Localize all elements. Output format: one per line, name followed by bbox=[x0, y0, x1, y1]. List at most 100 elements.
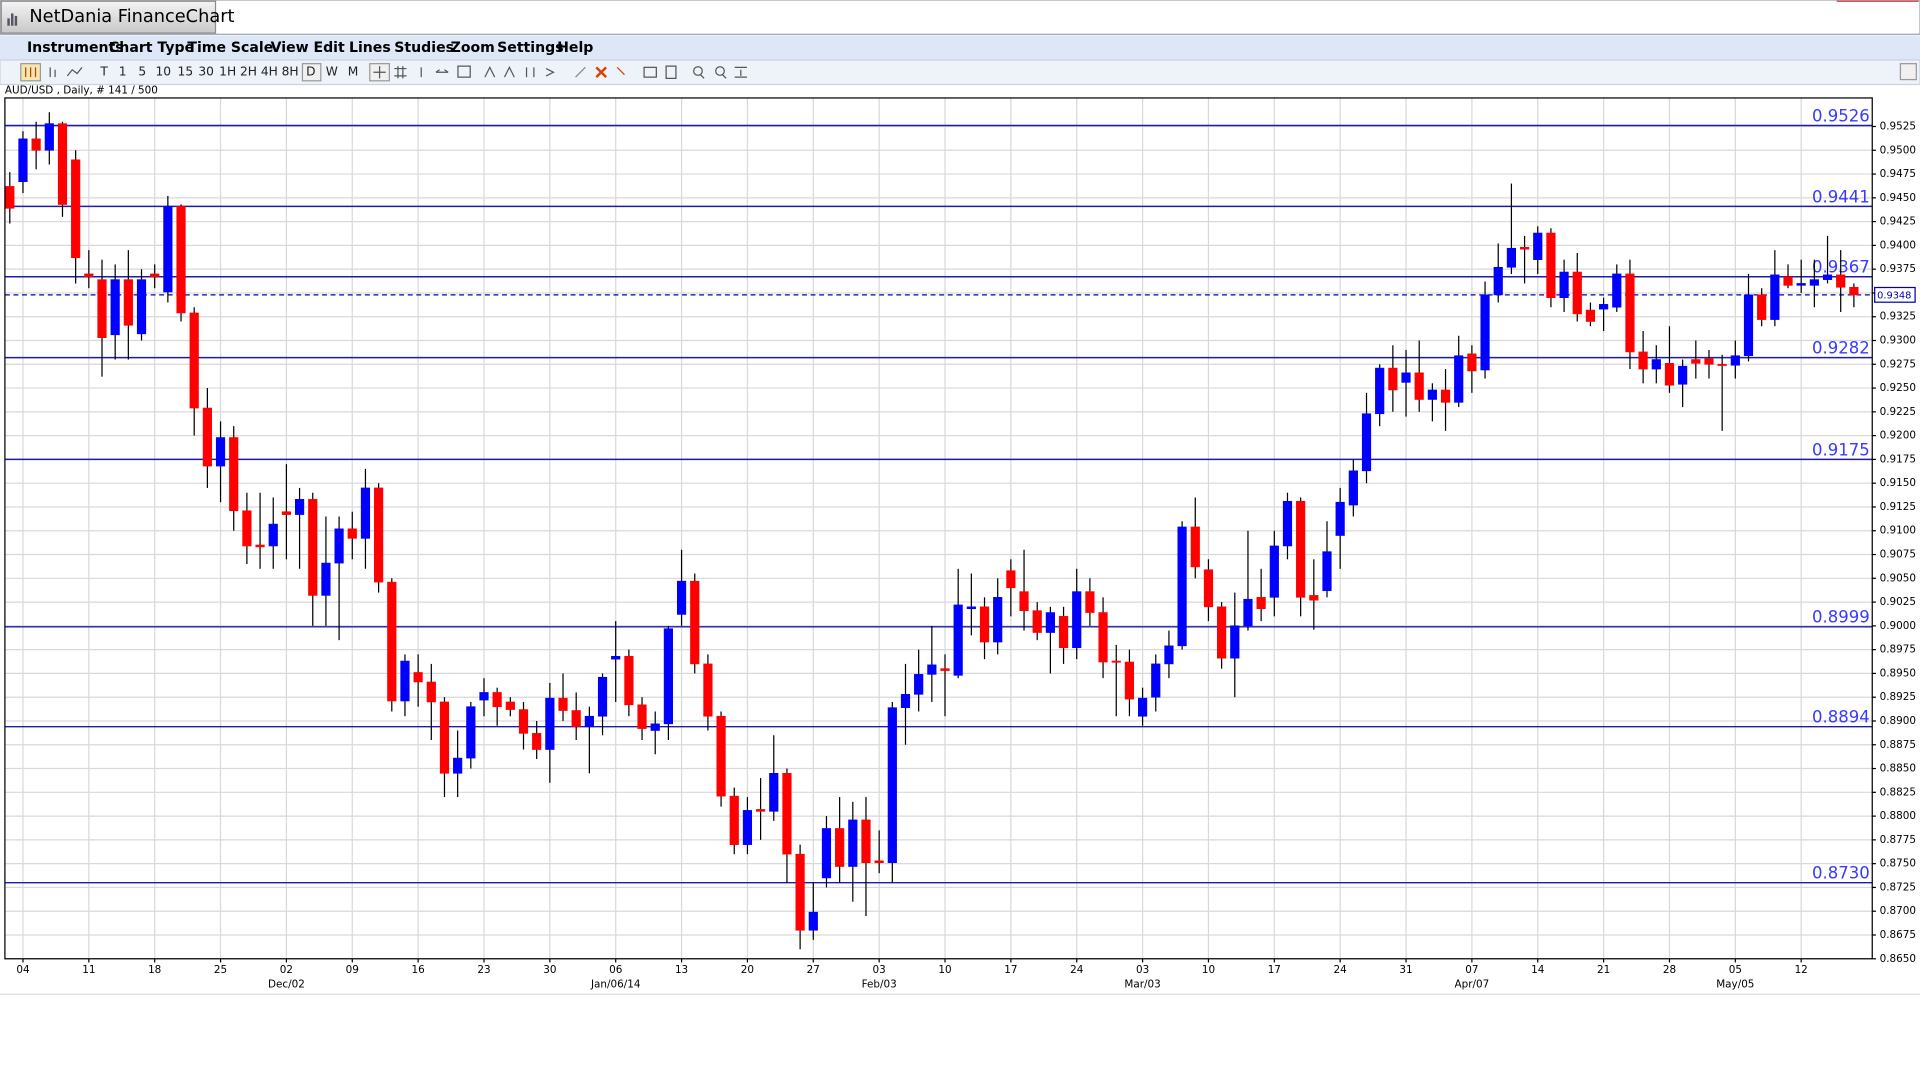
timescale-button[interactable]: 1 bbox=[119, 65, 127, 79]
candle-body bbox=[1348, 470, 1358, 506]
candle-body bbox=[1796, 283, 1806, 286]
x-period-label: May/05 bbox=[1716, 978, 1754, 990]
y-tick-label: 0.8775 bbox=[1880, 834, 1916, 846]
candle-body bbox=[742, 810, 753, 845]
timescale-button[interactable]: 4H bbox=[261, 65, 278, 79]
candle-body bbox=[1678, 365, 1688, 385]
candle-body bbox=[347, 528, 357, 539]
menu-item[interactable]: Zoom bbox=[451, 40, 495, 56]
candle-body bbox=[492, 692, 502, 708]
y-tick-label: 0.8800 bbox=[1880, 810, 1916, 822]
candle-body bbox=[453, 757, 463, 774]
candle-body bbox=[900, 694, 911, 708]
x-tick-label: 17 bbox=[1004, 964, 1017, 976]
candle-body bbox=[1519, 246, 1530, 250]
x-period-label: Jan/06/14 bbox=[590, 978, 641, 990]
menu-item[interactable]: Time Scale bbox=[187, 40, 273, 56]
menu-item[interactable]: Edit bbox=[313, 40, 345, 56]
timescale-button[interactable]: D bbox=[306, 65, 315, 79]
timescale-button[interactable]: M bbox=[348, 65, 359, 79]
candle-body bbox=[993, 597, 1003, 643]
level-label: 0.9441 bbox=[1812, 187, 1870, 206]
candle-body bbox=[1045, 612, 1055, 633]
timescale-button[interactable]: 2H bbox=[240, 65, 257, 79]
menu-item[interactable]: Lines bbox=[349, 40, 391, 56]
candle-body bbox=[1124, 661, 1135, 700]
y-tick-label: 0.9500 bbox=[1880, 144, 1916, 156]
x-tick-label: 31 bbox=[1399, 964, 1412, 976]
candle-body bbox=[1480, 294, 1490, 371]
timescale-button[interactable]: 8H bbox=[282, 65, 299, 79]
candle-body bbox=[1269, 545, 1279, 598]
y-tick-label: 0.9250 bbox=[1880, 382, 1916, 394]
y-tick-label: 0.9000 bbox=[1880, 620, 1916, 632]
x-tick-label: 07 bbox=[1465, 964, 1478, 976]
candle-body bbox=[676, 580, 687, 615]
candle-body bbox=[1757, 294, 1767, 320]
y-tick-label: 0.9525 bbox=[1880, 120, 1916, 132]
candle-body bbox=[400, 660, 410, 702]
y-tick-label: 0.8900 bbox=[1880, 715, 1916, 727]
app-title: NetDania FinanceChart bbox=[29, 7, 234, 27]
candle-body bbox=[1599, 304, 1609, 310]
candle-body bbox=[1151, 663, 1161, 698]
timescale-button[interactable]: 1H bbox=[219, 65, 236, 79]
candle-body bbox=[558, 697, 568, 711]
axes: 0.8650 0.8675 0.8700 0.8725 0.8750 0.8775 0.88… bbox=[16, 120, 1916, 990]
y-tick-label: 0.9300 bbox=[1880, 335, 1916, 347]
candle-body bbox=[97, 279, 107, 338]
menu-item[interactable]: Settings bbox=[497, 40, 563, 56]
candle-body bbox=[136, 279, 147, 335]
candle-body bbox=[1243, 598, 1253, 627]
menu-item[interactable]: Help bbox=[557, 40, 593, 56]
candle-body bbox=[835, 828, 845, 867]
candle-body bbox=[242, 510, 252, 547]
timescale-button[interactable]: 10 bbox=[156, 65, 172, 79]
timescale-button[interactable]: 15 bbox=[178, 65, 194, 79]
candle-body bbox=[334, 528, 344, 564]
timescale-button[interactable]: 5 bbox=[138, 65, 146, 79]
candle-body bbox=[1072, 591, 1082, 649]
candle-body bbox=[387, 581, 397, 702]
menu-item[interactable]: Instruments bbox=[27, 40, 124, 56]
candle-body bbox=[979, 606, 990, 643]
y-tick-label: 0.9475 bbox=[1880, 168, 1916, 180]
candle-body bbox=[532, 733, 542, 750]
candle-body bbox=[703, 663, 713, 717]
candle-body bbox=[1704, 358, 1714, 365]
candle-body bbox=[611, 655, 621, 660]
candle-body bbox=[1822, 274, 1833, 280]
x-tick-label: 21 bbox=[1597, 964, 1610, 976]
candle-body bbox=[1559, 271, 1569, 299]
candle-body bbox=[31, 138, 41, 151]
candle-body bbox=[861, 819, 871, 864]
timescale-button[interactable]: W bbox=[326, 65, 338, 79]
level-label: 0.8730 bbox=[1812, 864, 1870, 883]
x-period-label: Dec/02 bbox=[268, 978, 305, 990]
candle-body bbox=[1230, 625, 1240, 659]
x-tick-label: 27 bbox=[807, 964, 820, 976]
x-tick-label: 16 bbox=[412, 964, 425, 976]
timescale-button[interactable]: T bbox=[99, 65, 108, 79]
toolbar-icons[interactable] bbox=[20, 63, 1917, 82]
y-tick-label: 0.9150 bbox=[1880, 477, 1916, 489]
candle-body bbox=[44, 123, 54, 151]
x-tick-label: 30 bbox=[543, 964, 556, 976]
candle-body bbox=[1322, 551, 1332, 591]
timescale-button[interactable]: 30 bbox=[198, 65, 214, 79]
x-tick-label: 17 bbox=[1268, 964, 1281, 976]
candle-body bbox=[716, 715, 726, 797]
candle-body bbox=[466, 706, 476, 759]
candle-body bbox=[189, 312, 199, 409]
candle-body bbox=[1809, 279, 1819, 286]
x-tick-label: 11 bbox=[82, 964, 95, 976]
candle-body bbox=[1401, 372, 1411, 383]
candle-body bbox=[1743, 294, 1754, 357]
candle-body bbox=[1137, 697, 1148, 717]
menu-item[interactable]: Chart Type bbox=[109, 40, 194, 56]
menu-item[interactable]: Studies bbox=[394, 40, 454, 56]
candle-body bbox=[1572, 271, 1582, 315]
plot-frame bbox=[4, 97, 1873, 960]
menu-item[interactable]: View bbox=[271, 40, 309, 56]
candle-body bbox=[505, 701, 515, 710]
